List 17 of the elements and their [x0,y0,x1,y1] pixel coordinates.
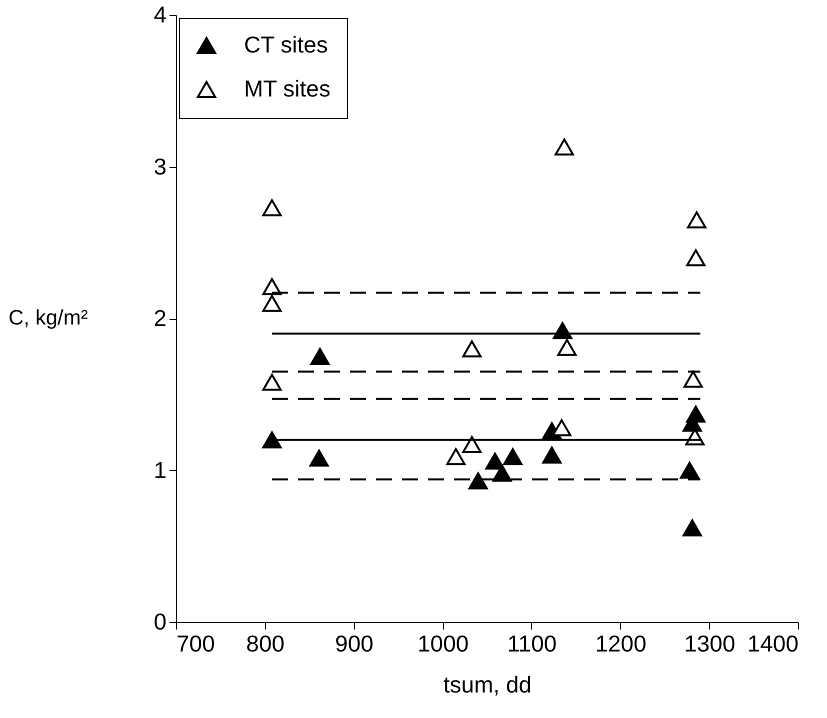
y-tick-label: 3 [154,153,166,180]
x-tick-label: 900 [335,630,374,656]
x-tick-label: 800 [246,630,285,656]
y-tick-label: 0 [154,608,166,634]
x-tick-label: 1300 [684,630,736,656]
x-tick-label: 1000 [417,630,469,656]
y-axis-title: C, kg/m² [8,306,88,330]
legend-label: CT sites [244,32,328,58]
x-tick-label: 700 [176,630,215,656]
x-axis-title: tsum, dd [443,672,532,698]
y-tick-label: 1 [154,456,166,483]
y-tick-label: 4 [154,2,167,28]
y-tick-label: 2 [154,305,166,331]
x-tick-label: 1100 [507,630,557,656]
x-tick-label: 1400 [747,630,798,656]
x-tick-label: 1200 [595,630,646,656]
legend-label: MT sites [244,76,330,102]
